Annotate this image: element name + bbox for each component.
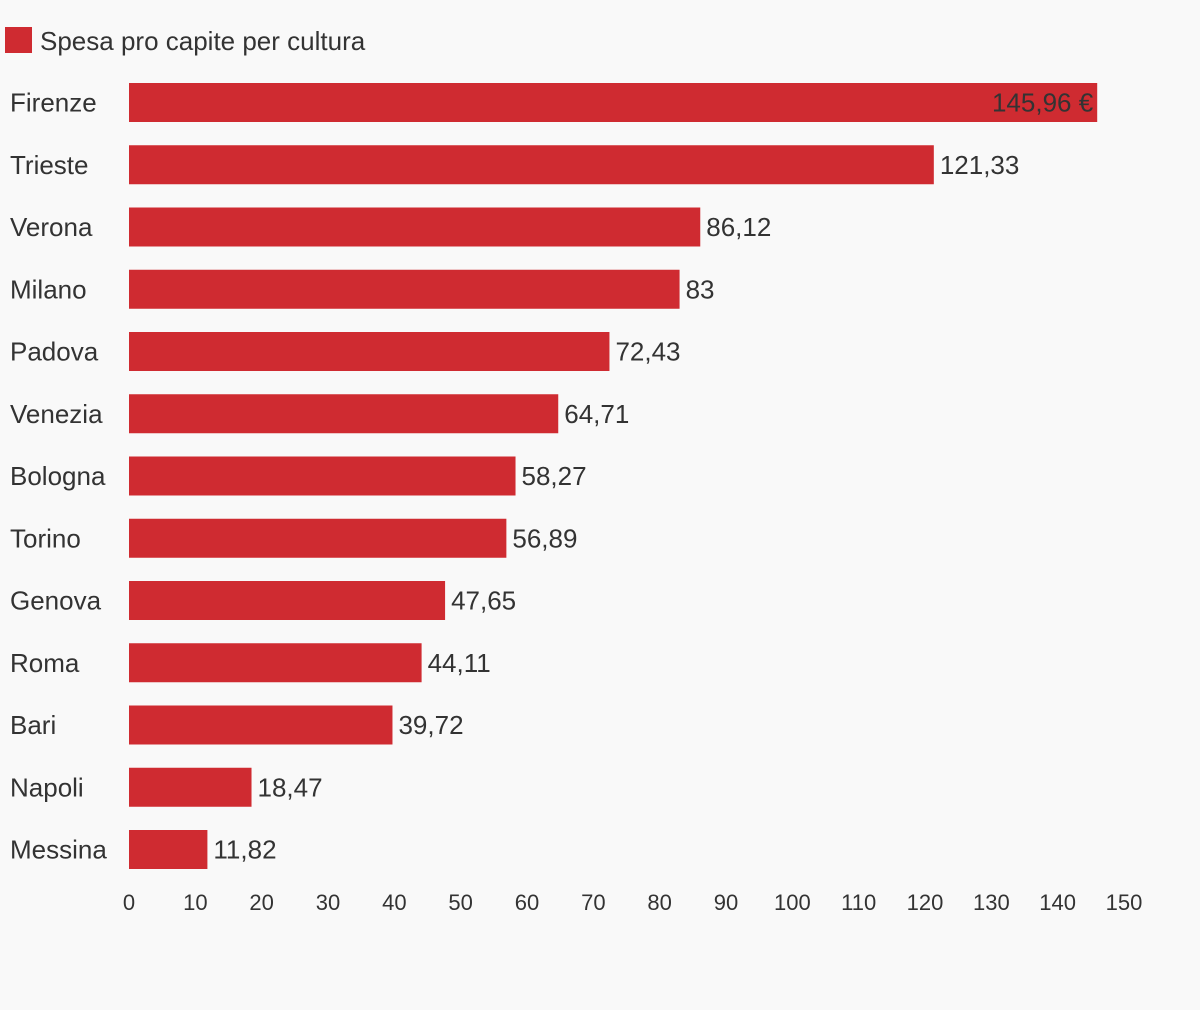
x-tick-0: 0: [123, 890, 135, 915]
category-label-messina: Messina: [10, 835, 107, 865]
bar-padova: [129, 332, 610, 371]
x-tick-150: 150: [1106, 890, 1143, 915]
category-label-napoli: Napoli: [10, 772, 84, 802]
category-label-torino: Torino: [10, 523, 81, 553]
value-label-venezia: 64,71: [564, 399, 629, 429]
x-tick-140: 140: [1039, 890, 1076, 915]
category-label-bari: Bari: [10, 710, 56, 740]
category-label-verona: Verona: [10, 212, 93, 242]
bar-bologna: [129, 456, 516, 496]
category-label-firenze: Firenze: [10, 88, 97, 118]
x-tick-30: 30: [316, 890, 340, 915]
bar-messina: [129, 830, 208, 869]
category-label-bologna: Bologna: [10, 461, 106, 491]
x-tick-70: 70: [581, 890, 605, 915]
value-label-verona: 86,12: [706, 212, 771, 242]
x-tick-20: 20: [249, 890, 273, 915]
value-label-roma: 44,11: [428, 648, 491, 678]
x-tick-100: 100: [774, 890, 811, 915]
bar-verona: [129, 207, 701, 247]
bar-milano: [129, 269, 680, 309]
category-labels: Firenze Trieste Verona Milano Padova Venezia B…: [10, 88, 107, 865]
x-tick-60: 60: [515, 890, 539, 915]
value-labels: 145,96 € 121,33 86,12 83 72,43 64,71 58,27 56,8…: [213, 88, 1093, 865]
bar-genova: [129, 581, 446, 620]
legend-swatch: [5, 27, 32, 53]
legend-label: Spesa pro capite per cultura: [40, 26, 366, 56]
value-label-bari: 39,72: [398, 710, 463, 740]
x-tick-80: 80: [647, 890, 671, 915]
value-label-torino: 56,89: [512, 523, 577, 553]
category-label-venezia: Venezia: [10, 399, 103, 429]
category-label-padova: Padova: [10, 337, 99, 367]
legend: Spesa pro capite per cultura: [5, 26, 366, 56]
value-label-padova: 72,43: [615, 337, 680, 367]
bar-venezia: [129, 394, 559, 434]
value-label-messina: 11,82: [213, 835, 276, 865]
value-label-napoli: 18,47: [258, 772, 323, 802]
x-tick-10: 10: [183, 890, 207, 915]
x-tick-130: 130: [973, 890, 1010, 915]
value-label-genova: 47,65: [451, 586, 516, 616]
x-tick-90: 90: [714, 890, 738, 915]
x-tick-110: 110: [841, 890, 876, 915]
x-tick-40: 40: [382, 890, 406, 915]
value-label-firenze: 145,96 €: [992, 88, 1094, 118]
bar-bari: [129, 705, 393, 745]
bar-torino: [129, 518, 507, 558]
category-label-milano: Milano: [10, 274, 87, 304]
bar-napoli: [129, 767, 252, 807]
x-tick-50: 50: [448, 890, 472, 915]
bar-trieste: [129, 145, 934, 185]
value-label-milano: 83: [686, 274, 715, 304]
value-label-bologna: 58,27: [522, 461, 587, 491]
category-label-genova: Genova: [10, 586, 102, 616]
x-axis-ticks: 0 10 20 30 40 50 60 70 80 90 100 110 120 130 140 150: [123, 890, 1142, 915]
value-label-trieste: 121,33: [940, 150, 1020, 180]
category-label-roma: Roma: [10, 648, 80, 678]
bars-group: [129, 83, 1098, 869]
category-label-trieste: Trieste: [10, 150, 89, 180]
bar-roma: [129, 643, 422, 683]
bar-firenze: [129, 83, 1098, 122]
x-tick-120: 120: [907, 890, 944, 915]
